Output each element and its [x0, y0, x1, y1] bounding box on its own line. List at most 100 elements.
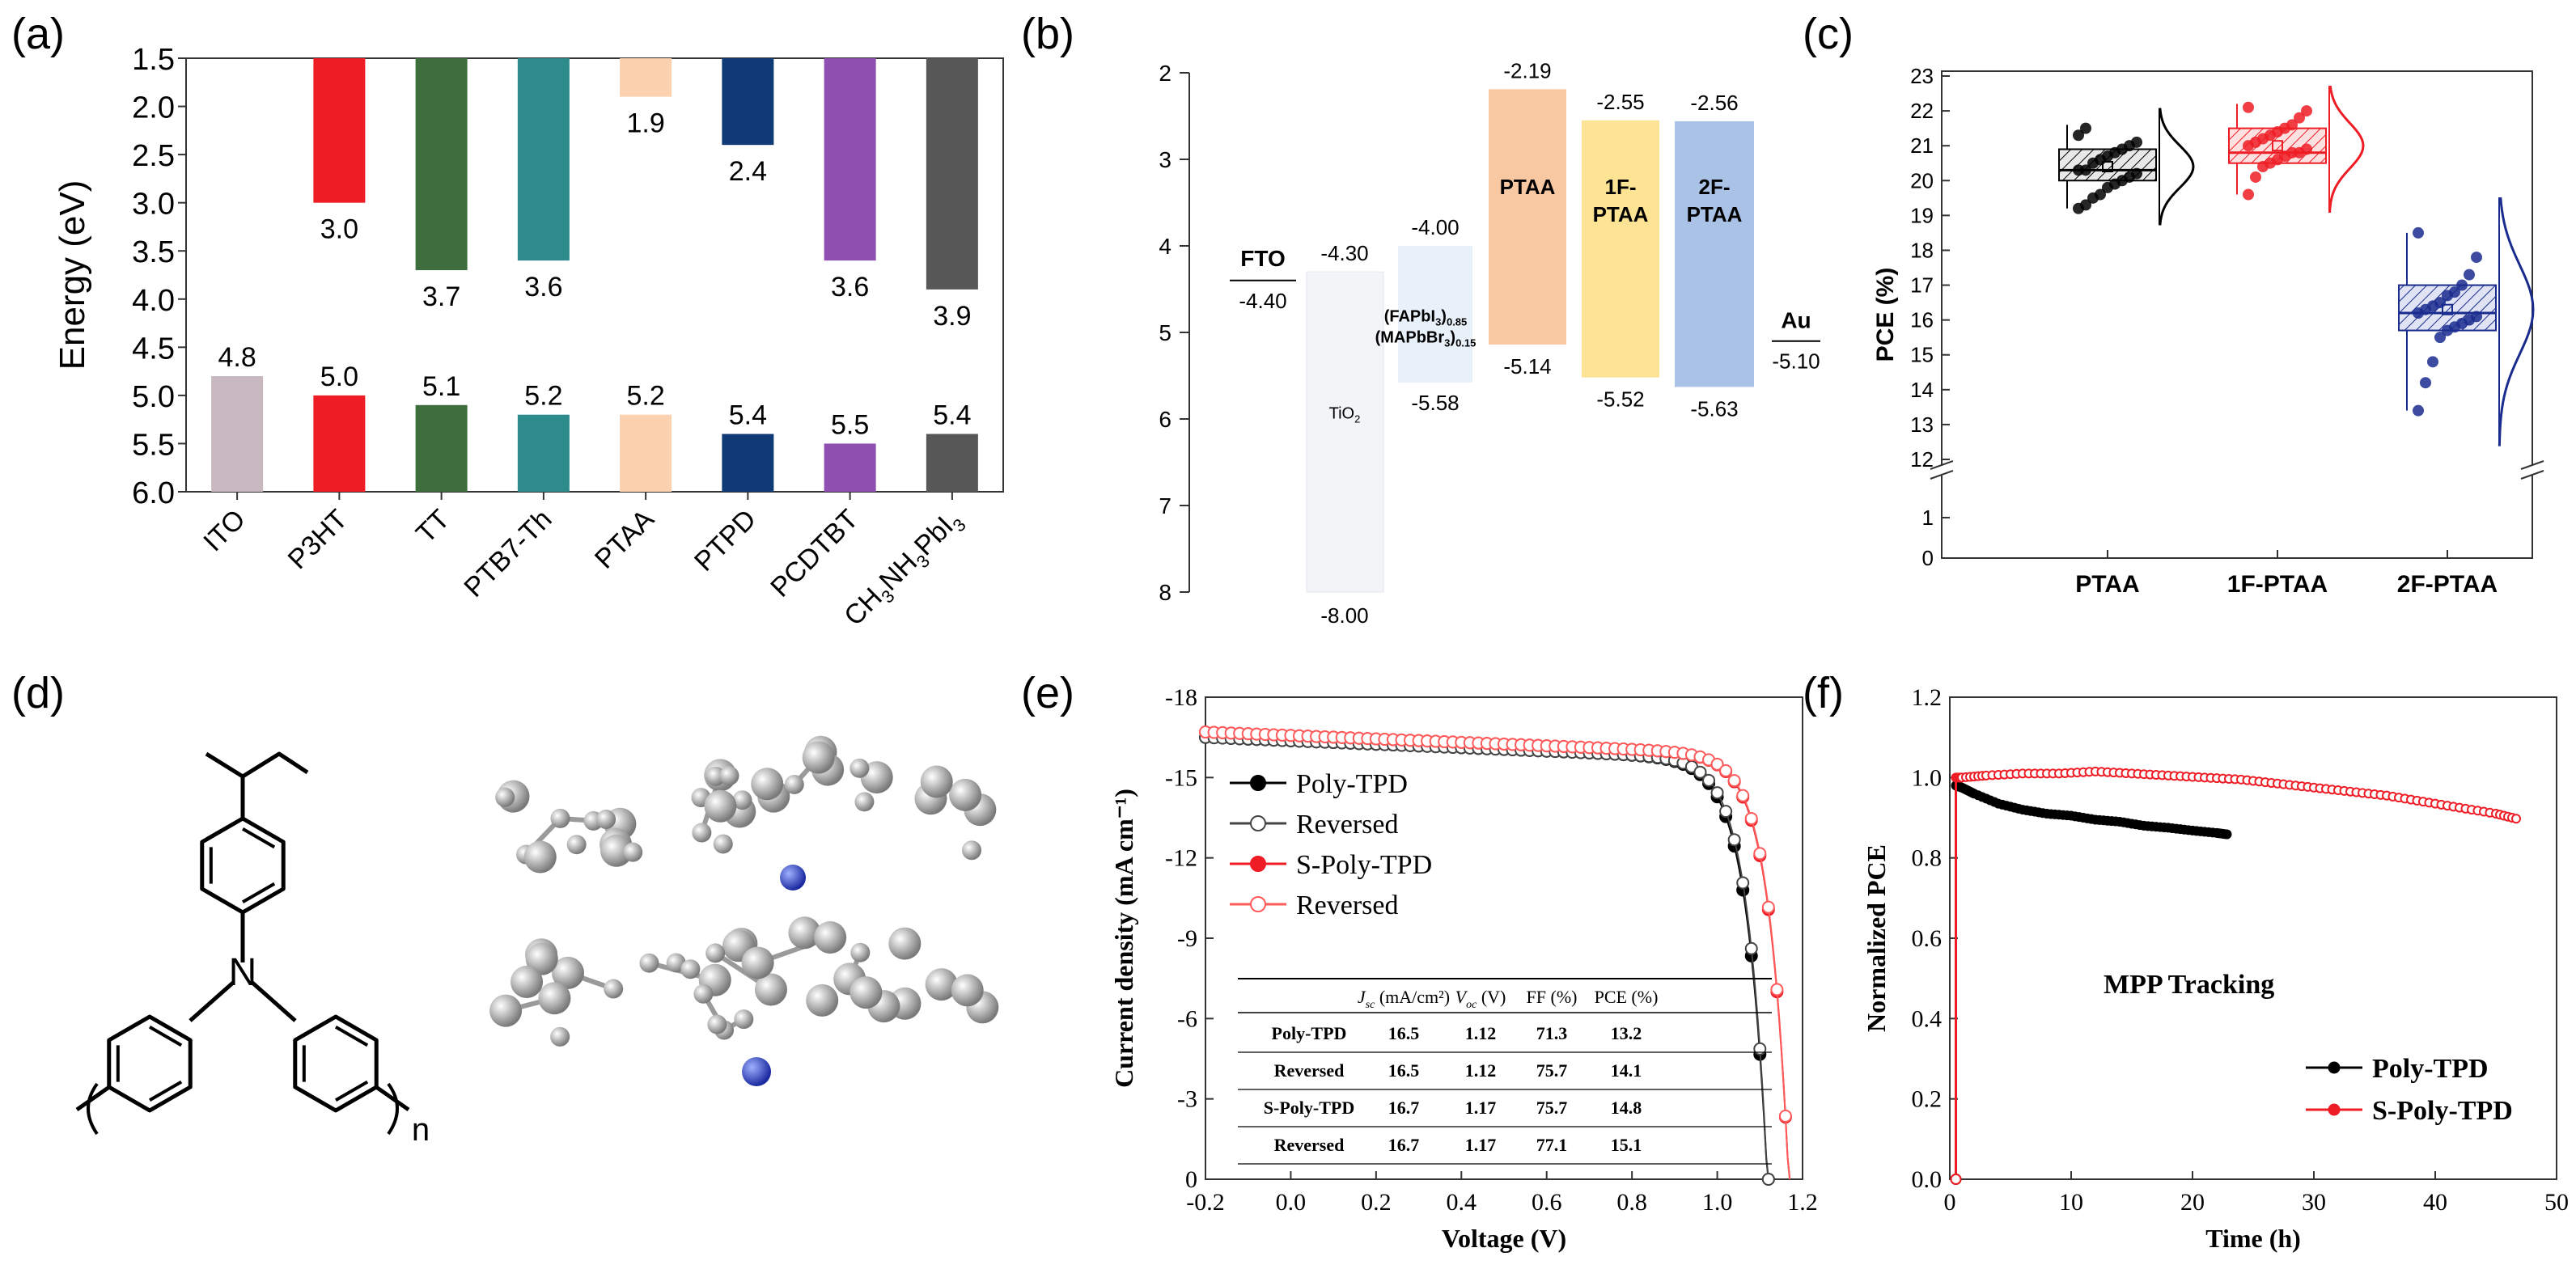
perovskite-name-line2: (MAPbBr3)0.15: [1375, 328, 1477, 349]
axis-break-mark-left: [1930, 460, 1954, 480]
x-tick-label: -0.2: [1186, 1189, 1225, 1216]
lumo-label: 3.6: [831, 272, 869, 302]
atom-ball: [550, 808, 570, 828]
panel-b-energy-level-diagram: 2 3 4 5 6 7 8 FTO -4.40 TiO2 -4.30 -8.00 (FAPbI3)0.8…: [1159, 58, 1820, 628]
atom-ball: [693, 984, 714, 1004]
right-phenyl-ring: [293, 1014, 379, 1113]
atom-ball: [888, 927, 922, 960]
mpp-marker: [2511, 814, 2521, 824]
jv-marker: [1770, 983, 1784, 996]
x-axis-label: Time (h): [2205, 1224, 2301, 1253]
homo-label: 5.0: [320, 362, 358, 392]
data-point: [2131, 167, 2142, 180]
y-tick-label: 1.2: [1912, 684, 1943, 711]
jv-marker: [1761, 1173, 1775, 1186]
ball-and-stick-model: [489, 735, 999, 1086]
jv-marker: [1736, 789, 1750, 802]
y-tick-label: 12: [1910, 447, 1934, 472]
data-point: [2449, 286, 2460, 298]
lumo-bar-p3ht: [313, 58, 366, 203]
y-tick-label: 19: [1910, 203, 1934, 227]
atom-ball: [604, 979, 624, 999]
atom-ball: [788, 916, 821, 950]
y-axis-label: PCE (%): [1872, 268, 1899, 362]
atom-ball: [639, 953, 659, 973]
legend-label: Reversed: [1296, 810, 1399, 840]
y-tick-label: 1.0: [1912, 764, 1943, 791]
repeat-unit-n: n: [412, 1112, 430, 1148]
data-point: [2294, 112, 2305, 124]
lumo-bar-ch3nh3pbi3: [926, 58, 978, 290]
x-tick-label: 10: [2059, 1189, 2083, 1216]
x-tick-label-p3ht: P3HT: [282, 504, 354, 575]
y-tick-label: 13: [1910, 412, 1934, 437]
fto-value: -4.40: [1239, 289, 1286, 313]
x-tick-label: 0.8: [1616, 1189, 1647, 1216]
tio2-bottom-value: -8.00: [1320, 603, 1368, 628]
atom-ball: [495, 787, 515, 807]
mpp-annotation: MPP Tracking: [2104, 970, 2274, 1000]
homo-bar-tt: [415, 404, 468, 492]
htl-name-line2: PTAA: [1593, 202, 1649, 226]
x-tick-label: 0.6: [1532, 1189, 1562, 1216]
jv-marker: [1702, 773, 1716, 787]
x-tick-label-tt: TT: [410, 504, 455, 549]
y-axis-label: Current density (mA cm⁻¹): [1109, 789, 1138, 1088]
y-tick-label: -18: [1165, 684, 1197, 711]
y-tick-label: 2.0: [132, 91, 175, 125]
mpp-start-marker: [1950, 1174, 1962, 1185]
panel-label-d: (d): [11, 669, 65, 717]
data-point: [2456, 279, 2468, 291]
repeat-brackets: [87, 1082, 399, 1136]
lumo-label: 3.6: [524, 272, 562, 302]
x-tick-label-ptb7-th: PTB7-Th: [458, 504, 557, 603]
panel-a-energy-bar-chart: 1.5 2.0 2.5 3.0 3.5 4.0 4.5 5.0 5.5 6.0 Energy (eV…: [53, 43, 1004, 632]
y-tick-label: 3: [1159, 147, 1171, 172]
mean-marker: [2272, 140, 2283, 152]
htl-block-1f-ptaa: [1582, 120, 1659, 378]
data-point: [2420, 377, 2431, 389]
x-tick-label: 0: [1944, 1189, 1956, 1216]
data-point: [2080, 122, 2091, 134]
data-point: [2301, 105, 2312, 117]
htl-name-line1: 1F-: [1605, 175, 1637, 199]
atom-ball: [920, 765, 953, 798]
lumo-label: 3.0: [320, 214, 358, 245]
y-tick-label: 5: [1159, 320, 1171, 345]
jv-marker: [1753, 1042, 1767, 1055]
homo-label: 5.2: [524, 381, 562, 412]
y-tick-label: 1.5: [132, 43, 175, 77]
jv-marker: [1744, 811, 1758, 825]
x-tick-label-ptpd: PTPD: [688, 504, 762, 577]
table-cell: Reversed: [1274, 1135, 1345, 1155]
x-tick-label: 0.0: [1276, 1189, 1307, 1216]
htl-bottom-value: -5.14: [1503, 354, 1551, 379]
data-point: [2286, 119, 2298, 131]
plot-frame: [185, 57, 1004, 493]
atom-ball: [806, 984, 839, 1017]
data-point: [2095, 188, 2106, 201]
atom-ball: [680, 959, 701, 979]
y-axis-label: Normalized PCE: [1862, 844, 1891, 1032]
lumo-bar-ptpd: [722, 58, 774, 146]
table-cell: 75.7: [1536, 1060, 1568, 1081]
data-point: [2464, 269, 2475, 281]
jv-marker: [1710, 786, 1724, 800]
y-tick-label: 15: [1910, 343, 1934, 367]
table-cell: Poly-TPD: [1272, 1023, 1347, 1043]
left-phenyl-ring: [107, 1014, 193, 1113]
legend-label: Poly-TPD: [2372, 1054, 2489, 1084]
y-tick-label: 0.8: [1912, 845, 1943, 872]
homo-label: 5.5: [831, 409, 869, 440]
homo-label: 5.4: [729, 400, 767, 431]
y-tick-label: 8: [1159, 580, 1171, 605]
atom-ball: [951, 974, 984, 1007]
legend-label: S-Poly-TPD: [2372, 1096, 2513, 1126]
x-tick-label: 40: [2423, 1189, 2447, 1216]
atom-ball: [566, 835, 587, 855]
lumo-bar-pcdtbt: [824, 58, 876, 261]
axis-break-mark-right: [2520, 460, 2544, 480]
table-cell: 75.7: [1536, 1098, 1568, 1118]
data-point: [2250, 171, 2261, 183]
